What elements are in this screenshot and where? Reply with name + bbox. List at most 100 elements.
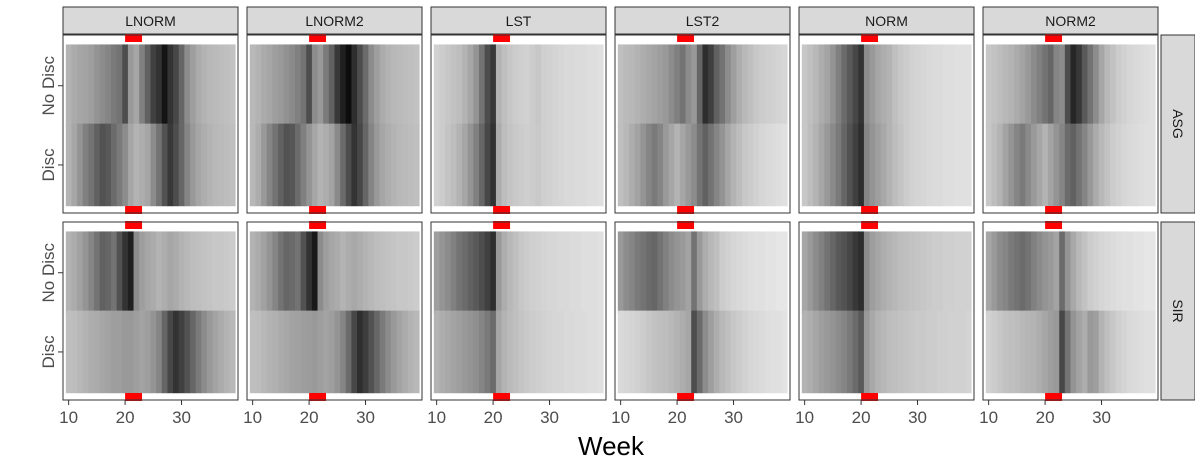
heat-cell	[1098, 231, 1105, 315]
heat-cell	[926, 310, 933, 394]
heat-cell	[662, 123, 670, 207]
column-strip-label: LST	[506, 13, 532, 29]
heat-cell	[846, 44, 854, 128]
highlight-marker-top	[493, 221, 511, 229]
heat-cell	[914, 231, 921, 315]
heat-cell	[863, 310, 870, 394]
heat-cell	[552, 310, 559, 394]
heat-cell	[94, 123, 101, 207]
heat-cell	[586, 44, 593, 128]
heat-cell	[863, 44, 870, 128]
heat-cell	[362, 123, 369, 207]
heat-cell	[580, 310, 587, 394]
heat-cell	[467, 310, 474, 394]
heat-cell	[770, 310, 777, 394]
heat-cell	[490, 310, 497, 394]
heat-cell	[439, 44, 446, 128]
heat-cell	[942, 231, 949, 315]
heat-cell	[730, 44, 737, 128]
heat-cell	[1115, 231, 1122, 315]
heat-cell	[863, 231, 870, 315]
heat-cell	[629, 44, 636, 128]
heat-cell	[742, 123, 749, 207]
heat-cell	[725, 123, 732, 207]
heat-cell	[775, 44, 782, 128]
heat-cell	[105, 44, 112, 128]
heat-cell	[362, 231, 369, 315]
heat-cell	[122, 44, 129, 128]
heat-cell	[1121, 44, 1128, 128]
heat-cell	[1025, 123, 1032, 207]
heat-cell	[1047, 44, 1054, 128]
heat-cell	[931, 123, 938, 207]
heat-cell	[524, 44, 531, 128]
heat-cell	[490, 231, 497, 315]
heat-cell	[892, 44, 899, 128]
heat-cell	[462, 310, 469, 394]
heat-cell	[662, 44, 670, 128]
panel-border	[798, 221, 975, 401]
panel-asg-lnorm	[62, 34, 239, 214]
heat-cell	[150, 310, 157, 394]
heat-cell	[161, 310, 168, 394]
heat-cell	[450, 310, 457, 394]
heat-cell	[764, 231, 771, 315]
heat-cell	[696, 44, 703, 128]
heat-cell	[190, 44, 197, 128]
heat-cell	[807, 231, 814, 315]
highlight-marker-bottom	[125, 393, 143, 401]
heat-cell	[495, 44, 502, 128]
heat-cell	[278, 44, 285, 128]
heat-cell	[150, 231, 157, 315]
heat-cell	[212, 44, 219, 128]
heat-cell	[306, 310, 313, 394]
heat-cell	[328, 123, 335, 207]
heat-cell	[1019, 123, 1026, 207]
heat-cell	[634, 123, 641, 207]
heat-cell	[283, 44, 290, 128]
heat-cell	[1104, 310, 1111, 394]
heat-cell	[713, 123, 720, 207]
heat-cell	[880, 123, 887, 207]
heat-cell	[379, 123, 386, 207]
heat-cell	[725, 231, 732, 315]
heat-cell	[702, 44, 709, 128]
y-tick-label: No Disc	[39, 242, 58, 302]
heat-cell	[781, 123, 788, 207]
heat-cell	[909, 231, 916, 315]
heat-cell	[965, 231, 972, 315]
heat-cell	[1064, 44, 1071, 128]
heat-cell	[1053, 231, 1060, 315]
panel-border	[982, 34, 1159, 214]
heat-cell	[546, 44, 553, 128]
heat-cell	[852, 44, 859, 128]
heat-cell	[1036, 310, 1043, 394]
heat-cell	[1014, 231, 1021, 315]
heat-cell	[218, 310, 225, 394]
heat-cell	[1059, 44, 1066, 128]
heat-cell	[617, 123, 624, 207]
heat-cell	[161, 123, 168, 207]
heat-cell	[379, 231, 386, 315]
heat-cell	[1036, 231, 1043, 315]
heat-cell	[190, 310, 197, 394]
heat-cell	[818, 123, 825, 207]
heat-cell	[94, 44, 101, 128]
heat-cell	[730, 310, 737, 394]
heat-cell	[634, 231, 641, 315]
heat-cell	[368, 231, 375, 315]
heat-cell	[390, 44, 397, 128]
panel-border	[246, 221, 423, 401]
heat-cell	[105, 123, 112, 207]
heat-cell	[127, 123, 134, 207]
heat-cell	[99, 44, 106, 128]
panels-layer: LNORM LNORM2 LST LST2 NORM NORM2 ASG SIR No Disc…	[39, 6, 1195, 427]
heat-cell	[357, 44, 364, 128]
heat-cell	[1126, 231, 1133, 315]
heat-cell	[597, 231, 604, 315]
heat-cell	[150, 123, 157, 207]
heat-cell	[569, 310, 576, 394]
heat-cell	[139, 123, 146, 207]
x-tick-label: 20	[668, 408, 687, 427]
column-strip-label: LNORM2	[305, 13, 364, 29]
